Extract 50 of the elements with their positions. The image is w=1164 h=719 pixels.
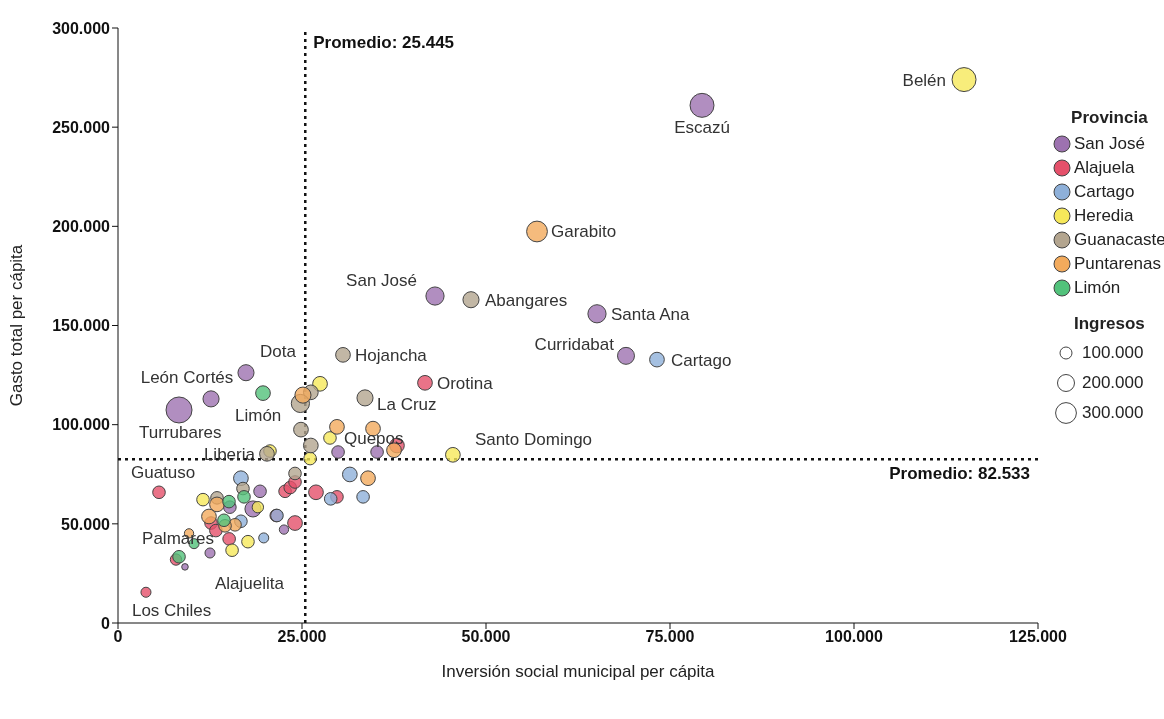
y-tick-label: 100.000 <box>52 416 111 434</box>
legend-label: Heredia <box>1074 206 1134 226</box>
y-tick-label: 200.000 <box>52 218 111 236</box>
legend-label: 200.000 <box>1082 373 1144 393</box>
legend-title: Provincia <box>1070 108 1149 128</box>
legend-label: Guanacaste <box>1074 230 1164 250</box>
ref-line-label: Promedio: 25.445 <box>313 33 455 53</box>
annotation: Santo Domingo <box>474 429 593 449</box>
annotation: Escazú <box>674 118 730 138</box>
annotation: Abangares <box>484 290 568 310</box>
annotation: Limón <box>234 406 282 426</box>
annotation: Alajuelita <box>214 573 285 593</box>
y-axis-title: Gasto total per cápita <box>7 244 27 407</box>
annotation: Cartago <box>670 350 732 370</box>
legend-label: Limón <box>1074 278 1121 298</box>
legend-label: 100.000 <box>1082 343 1144 363</box>
annotation: Belén <box>902 70 947 90</box>
annotation: Liberia <box>203 444 256 464</box>
annotation: La Cruz <box>377 394 437 414</box>
annotation: León Cortés <box>140 367 234 387</box>
x-axis-title: Inversión social municipal per cápita <box>441 662 716 681</box>
legend-label: 300.000 <box>1082 403 1144 423</box>
annotation: Garabito <box>551 222 617 242</box>
annotation: Hojancha <box>355 345 428 365</box>
annotation: Los Chiles <box>131 601 212 621</box>
annotation: Guatuso <box>131 463 196 483</box>
x-tick-label: 50.000 <box>461 628 511 646</box>
annotation: Dota <box>259 341 297 361</box>
x-tick-label: 100.000 <box>825 628 884 646</box>
ref-line-label: Promedio: 82.533 <box>889 464 1030 484</box>
legend-label: Alajuela <box>1074 158 1135 178</box>
y-tick-label: 300.000 <box>52 19 111 37</box>
y-tick-label: 0 <box>101 614 111 632</box>
y-tick-label: 50.000 <box>61 515 111 533</box>
x-tick-label: 75.000 <box>645 628 695 646</box>
annotation: Turrubares <box>139 422 222 442</box>
text: Ingresos <box>1072 314 1146 334</box>
annotation: Orotina <box>436 373 494 393</box>
annotation: Curridabat <box>534 334 615 354</box>
annotation: San José <box>346 271 417 291</box>
annotation: Quepos <box>343 428 404 448</box>
y-tick-label: 150.000 <box>52 317 111 335</box>
legend-label: San José <box>1074 134 1145 154</box>
x-tick-label: 125.000 <box>1009 628 1068 646</box>
x-tick-label: 0 <box>113 628 123 646</box>
annotation: Santa Ana <box>610 304 690 324</box>
x-tick-label: 25.000 <box>277 628 327 646</box>
y-tick-label: 250.000 <box>52 118 111 136</box>
legend-label: Puntarenas <box>1074 254 1161 274</box>
legend-label: Cartago <box>1074 182 1135 202</box>
